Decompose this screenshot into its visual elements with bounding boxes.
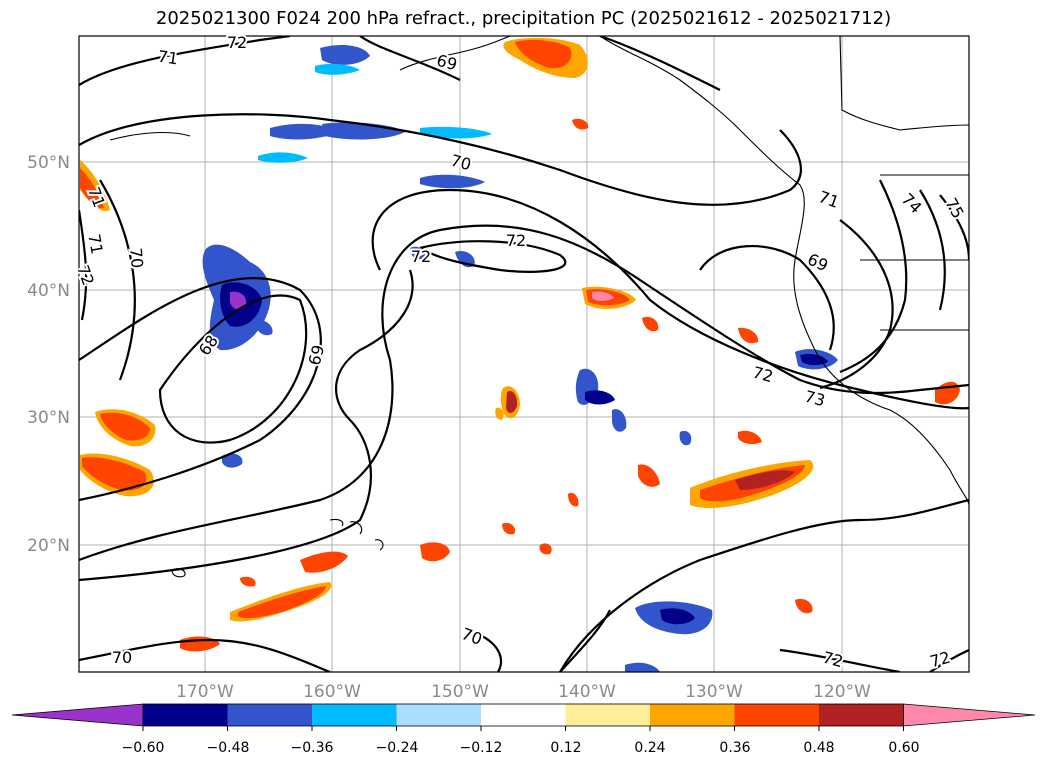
colorbar-tick-label: −0.12 — [460, 740, 503, 756]
colorbar-tick-labels: −0.60 −0.48 −0.36 −0.24 −0.12 0.12 0.24 … — [122, 740, 920, 756]
colorbar-extend-low — [11, 703, 144, 727]
contour-label: 72 — [227, 33, 247, 52]
lat-label: 40°N — [27, 281, 70, 301]
colorbar-tick-label: 0.36 — [719, 740, 750, 756]
colorbar-segment — [396, 704, 482, 726]
colorbar-outline — [142, 703, 904, 727]
contour-label: 70 — [112, 648, 132, 667]
contour-label: 72 — [411, 247, 431, 266]
colorbar-segment — [650, 704, 735, 726]
colorbar-segment — [734, 704, 820, 726]
map-title: 2025021300 F024 200 hPa refract., precip… — [155, 8, 892, 29]
lon-label: 150°W — [431, 682, 489, 702]
contour-label: 71 — [84, 232, 106, 255]
colorbar-tick-label: 0.60 — [888, 740, 919, 756]
map-frame — [78, 35, 970, 673]
graticule — [79, 36, 969, 672]
colorbar — [11, 703, 1036, 731]
colorbar-tick-label: −0.48 — [207, 740, 250, 756]
lat-label: 30°N — [27, 408, 70, 428]
colorbar-tick-label: −0.24 — [376, 740, 419, 756]
coastlines — [109, 36, 969, 578]
lon-label: 160°W — [303, 682, 361, 702]
positive-precip-patches — [80, 37, 960, 652]
colorbar-segment — [819, 704, 904, 726]
contour-lines — [79, 36, 969, 672]
colorbar-tick-label: 0.12 — [550, 740, 581, 756]
colorbar-tick-label: 0.24 — [634, 740, 665, 756]
colorbar-segment — [312, 704, 397, 726]
contour-label: 72 — [506, 231, 526, 250]
colorbar-tick-label: −0.36 — [291, 740, 334, 756]
lat-label: 20°N — [27, 536, 70, 556]
map-content — [79, 36, 969, 672]
colorbar-tick-label: −0.60 — [122, 740, 165, 756]
lon-label: 120°W — [813, 682, 871, 702]
colorbar-segment — [227, 704, 313, 726]
lat-labels: 50°N 40°N 30°N 20°N — [27, 153, 70, 556]
contour-label: 71 — [157, 47, 180, 69]
colorbar-segment — [565, 704, 651, 726]
colorbar-segment — [481, 704, 566, 726]
colorbar-tick-label: 0.48 — [803, 740, 834, 756]
lon-label: 170°W — [176, 682, 234, 702]
lon-label: 140°W — [558, 682, 616, 702]
contour-label: 70 — [126, 247, 147, 269]
lon-label: 130°W — [685, 682, 743, 702]
lon-labels: 170°W 160°W 150°W 140°W 130°W 120°W — [176, 682, 871, 702]
colorbar-extend-high — [903, 703, 1036, 727]
colorbar-segment — [143, 704, 228, 726]
lat-label: 50°N — [27, 153, 70, 173]
